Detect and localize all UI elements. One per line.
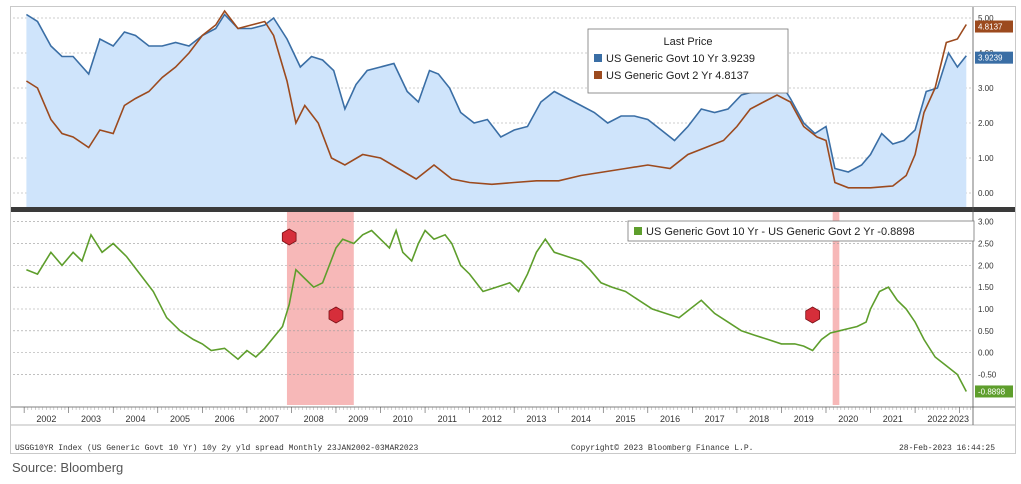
y-tick-label: -0.50 <box>978 370 997 379</box>
x-tick-label: 2023 <box>949 414 969 424</box>
y-tick-label: 0.00 <box>978 189 994 198</box>
spread-line <box>26 228 968 392</box>
last-price-label: 4.8137 <box>978 23 1003 32</box>
recession-band <box>832 211 840 405</box>
x-tick-label: 2006 <box>215 414 235 424</box>
panel-separator <box>11 207 1015 212</box>
inversion-marker-icon <box>805 306 820 324</box>
x-tick-label: 2009 <box>348 414 368 424</box>
y-tick-label: 1.00 <box>978 305 994 314</box>
x-tick-label: 2018 <box>749 414 769 424</box>
y-tick-label: 5.00 <box>978 14 994 23</box>
x-tick-label: 2012 <box>482 414 502 424</box>
legend-swatch <box>634 227 642 235</box>
last-price-label: -0.8898 <box>978 387 1006 396</box>
footer-copyright: Copyright© 2023 Bloomberg Finance L.P. <box>571 444 754 453</box>
x-tick-label: 2013 <box>526 414 546 424</box>
x-tick-label: 2011 <box>438 414 457 424</box>
yield-chart-svg: 0.001.002.003.004.005.00-0.500.000.501.0… <box>11 7 1015 426</box>
x-tick-label: 2005 <box>170 414 190 424</box>
footer-timestamp: 28-Feb-2023 16:44:25 <box>899 444 996 453</box>
last-price-label: 3.9239 <box>978 54 1003 63</box>
legend-entry: US Generic Govt 10 Yr 3.9239 <box>606 53 755 65</box>
x-tick-label: 2010 <box>393 414 413 424</box>
x-tick-label: 2014 <box>571 414 591 424</box>
x-tick-label: 2021 <box>883 414 903 424</box>
x-tick-label: 2002 <box>36 414 56 424</box>
inversion-marker-icon <box>328 306 344 324</box>
y-tick-label: 3.00 <box>978 84 994 93</box>
x-tick-label: 2004 <box>125 414 145 424</box>
last-price-tag <box>975 51 1013 64</box>
footer-index-info: USGG10YR Index (US Generic Govt 10 Yr) 1… <box>15 444 419 453</box>
ten-year-line <box>25 13 967 173</box>
y-tick-label: 1.00 <box>978 154 994 163</box>
x-tick-label: 2022 <box>927 414 947 424</box>
source-caption: Source: Bloomberg <box>12 460 124 475</box>
legend-entry: US Generic Govt 2 Yr 4.8137 <box>606 70 749 82</box>
y-tick-label: 0.00 <box>978 349 994 358</box>
legend-title: Last Price <box>664 36 713 48</box>
y-tick-label: 2.00 <box>978 261 994 270</box>
legend-entry: US Generic Govt 10 Yr - US Generic Govt … <box>646 226 915 238</box>
x-tick-label: 2015 <box>616 414 636 424</box>
legend-swatch <box>594 71 602 79</box>
x-tick-label: 2020 <box>838 414 858 424</box>
two-year-line <box>25 9 967 189</box>
inversion-marker-icon <box>281 228 297 246</box>
y-tick-label: 0.50 <box>978 327 994 336</box>
ten-year-area <box>26 14 967 207</box>
legend-box <box>587 28 789 94</box>
legend-swatch <box>594 54 602 62</box>
x-tick-label: 2007 <box>259 414 279 424</box>
last-price-tag <box>975 20 1013 33</box>
x-tick-label: 2008 <box>304 414 324 424</box>
x-tick-label: 2017 <box>705 414 725 424</box>
x-tick-label: 2016 <box>660 414 680 424</box>
y-tick-label: 3.00 <box>978 218 994 227</box>
y-tick-label: 2.00 <box>978 119 994 128</box>
last-price-tag <box>975 385 1013 398</box>
y-tick-label: 1.50 <box>978 283 994 292</box>
x-tick-label: 2003 <box>81 414 101 424</box>
x-tick-label: 2019 <box>794 414 814 424</box>
legend-box <box>627 220 975 242</box>
y-tick-label: 2.50 <box>978 240 994 249</box>
bloomberg-chart-panel: 0.001.002.003.004.005.00-0.500.000.501.0… <box>10 6 1016 454</box>
